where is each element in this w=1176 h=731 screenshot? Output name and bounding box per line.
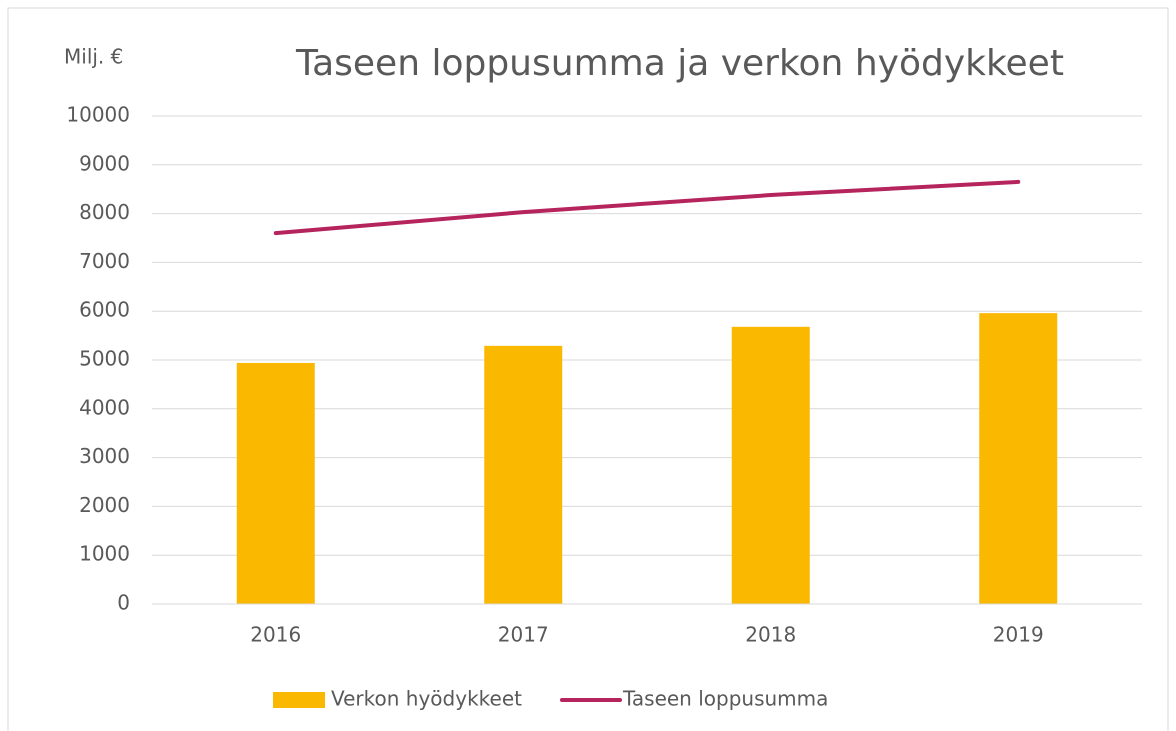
y-tick-label: 9000 [79, 151, 130, 175]
bar [979, 313, 1058, 604]
x-tick-label: 2016 [250, 623, 301, 647]
y-axis-label: Milj. € [64, 45, 123, 69]
y-tick-label: 4000 [79, 395, 130, 419]
y-tick-label: 10000 [66, 103, 130, 127]
y-tick-label: 2000 [79, 493, 130, 517]
legend-swatch [273, 692, 325, 708]
y-tick-label: 5000 [79, 347, 130, 371]
y-tick-label: 3000 [79, 444, 130, 468]
y-tick-label: 0 [117, 591, 130, 615]
x-tick-label: 2018 [745, 623, 796, 647]
bar [236, 362, 315, 604]
x-tick-label: 2019 [993, 623, 1044, 647]
line [273, 179, 1021, 236]
chart-border [7, 7, 1169, 731]
y-tick-label: 7000 [79, 249, 130, 273]
legend-label: Taseen loppusumma [622, 687, 828, 711]
legend-label: Verkon hyödykkeet [331, 687, 522, 711]
bar [484, 345, 563, 604]
y-tick-label: 8000 [79, 200, 130, 224]
y-tick-label: 6000 [79, 298, 130, 322]
bar [731, 326, 810, 604]
y-tick-label: 1000 [79, 542, 130, 566]
chart-title: Taseen loppusumma ja verkon hyödykkeet [295, 43, 1064, 84]
x-tick-label: 2017 [498, 623, 549, 647]
